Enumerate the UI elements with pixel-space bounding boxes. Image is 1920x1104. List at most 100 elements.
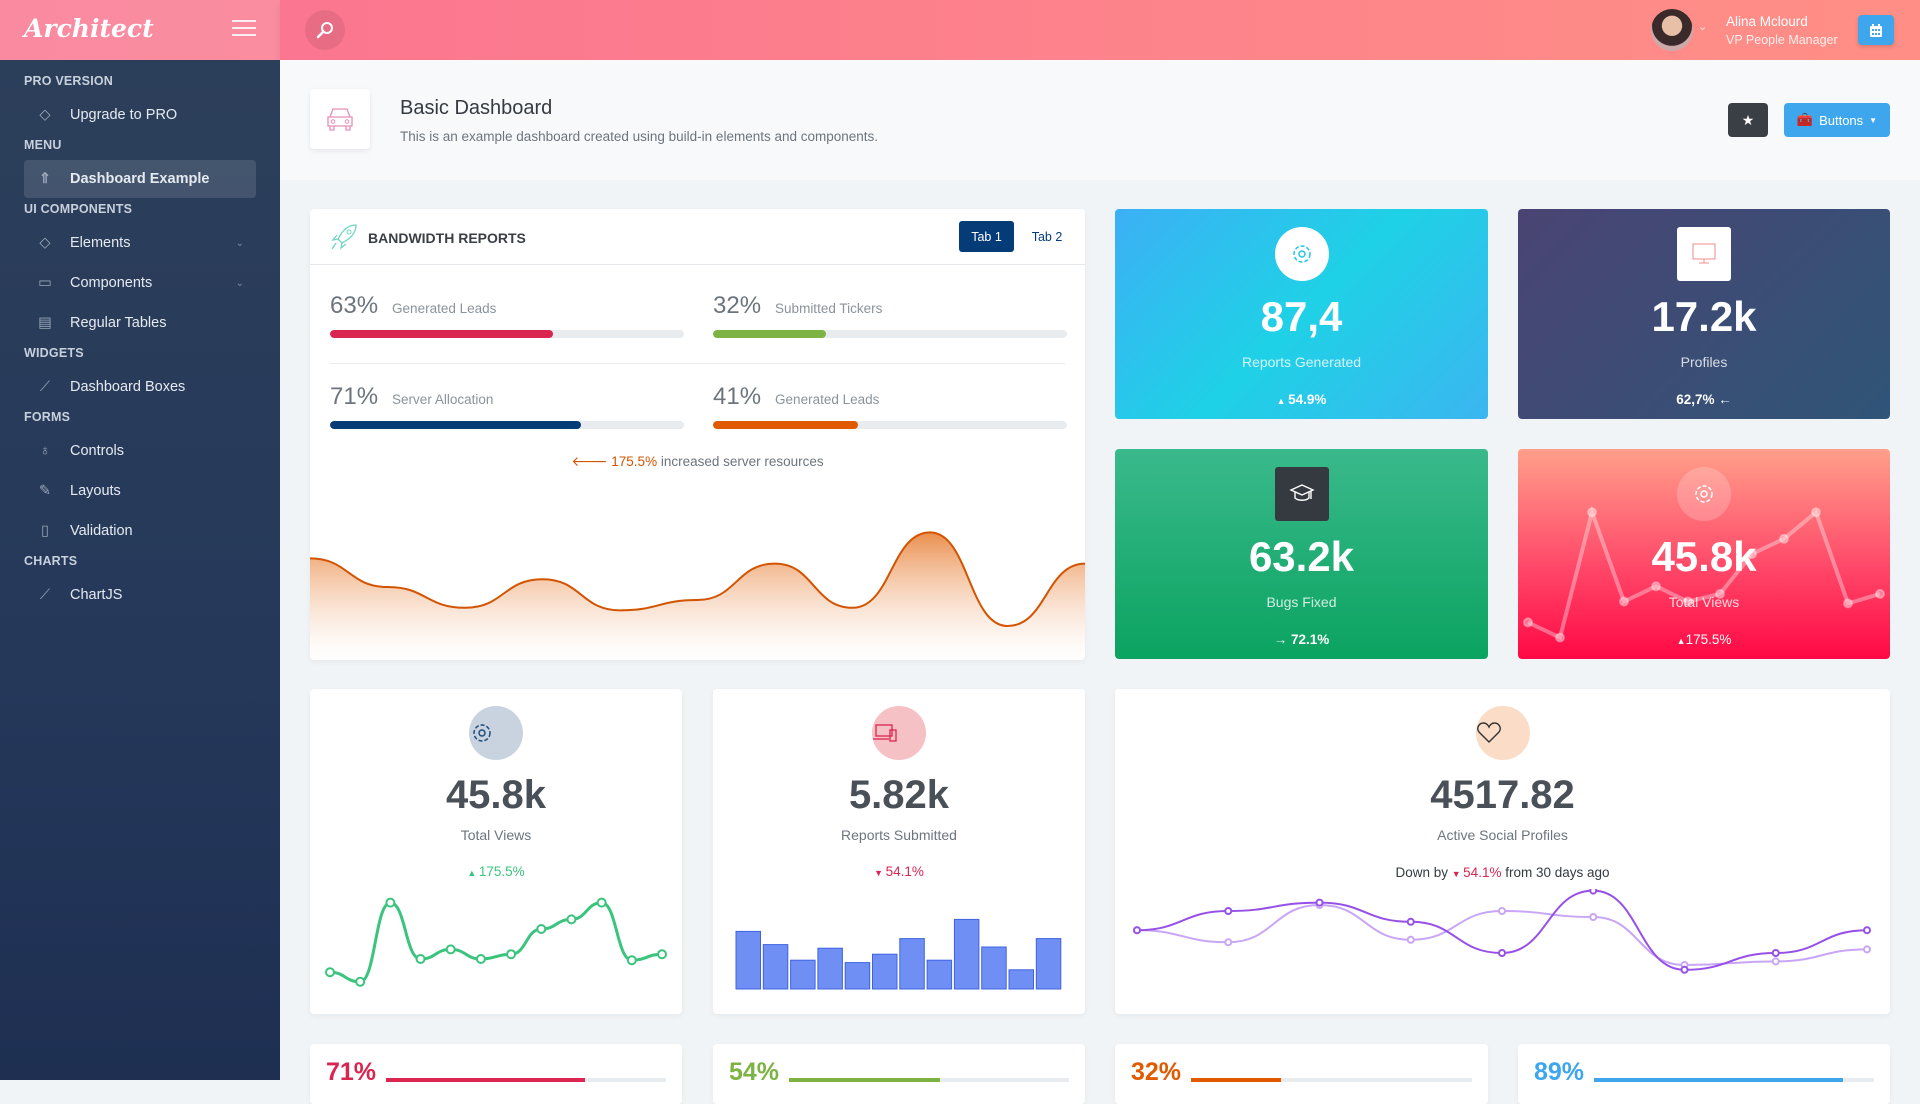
data-point (1747, 549, 1757, 559)
data-point (1619, 596, 1629, 607)
sidebar-item-label: Validation (70, 523, 133, 539)
widget-label: Active Social Profiles (1437, 827, 1568, 843)
arrow-up-icon: ▲ (1276, 396, 1289, 406)
tile-label: Bugs Fixed (1266, 594, 1337, 610)
bar (790, 959, 816, 990)
progress-fill (330, 421, 582, 429)
arrow-up-icon: ▲ (1676, 636, 1686, 646)
search-icon (316, 22, 333, 39)
data-point (1715, 588, 1725, 599)
data-point (657, 949, 667, 960)
monitor-icon (1677, 227, 1731, 281)
sidebar-item-label: Components (70, 275, 153, 291)
data-point (1315, 898, 1324, 907)
bar (844, 962, 871, 990)
sidebar-item-label: Dashboard Example (70, 171, 210, 187)
widget-active-social-profiles: 4517.82 Active Social Profiles Down by ▼… (1115, 689, 1890, 1014)
chevron-down-icon[interactable]: ⌄ (235, 237, 244, 249)
data-point (1589, 913, 1598, 921)
eyedropper-icon: ✎ (38, 483, 52, 499)
diamond-icon: ◇ (39, 235, 51, 251)
data-point (385, 897, 396, 908)
car-icon (310, 89, 370, 149)
widget-change: ▼ 54.1% (713, 864, 1085, 879)
progress-percent: 63% (330, 292, 379, 319)
data-point (596, 897, 607, 908)
sidebar-item-label: Controls (70, 443, 124, 459)
tile-change: ▲175.5% (1518, 632, 1890, 647)
sidebar-item-elements[interactable]: ◇ Elements ⌄ (24, 224, 256, 262)
graduation-cap-icon (1274, 467, 1329, 521)
progress-fill (1594, 1078, 1844, 1082)
caret-down-icon: ▼ (1869, 115, 1878, 125)
progress-percent: 71% (326, 1058, 377, 1086)
data-point (1811, 507, 1821, 518)
page-title: Basic Dashboard (400, 97, 553, 119)
gear-icon (1274, 227, 1329, 281)
car-icon: ▭ (38, 275, 52, 291)
data-point (1555, 632, 1565, 643)
bar (953, 918, 980, 990)
arrow-up-icon: ▲ (467, 868, 479, 878)
search-button[interactable] (305, 10, 345, 50)
progress-fill (789, 1078, 941, 1082)
gear-icon (469, 706, 523, 760)
widget-reports-submitted: 5.82k Reports Submitted ▼ 54.1% (713, 689, 1085, 1014)
bar (872, 953, 898, 990)
sidebar-item-label: Elements (70, 235, 131, 251)
sidebar-item-dashboard-boxes[interactable]: ⟋ Dashboard Boxes (24, 368, 256, 406)
data-point (1498, 949, 1506, 957)
calendar-icon (1870, 23, 1882, 37)
sidebar-section-heading: MENU (24, 138, 62, 152)
data-point (1680, 965, 1689, 974)
page-title-area (280, 60, 1920, 180)
sidebar-item-dashboard-example[interactable]: ⇑ Dashboard Example (24, 160, 256, 198)
graph-icon: ⟋ (39, 587, 51, 603)
progress-bar (330, 421, 684, 429)
buttons-dropdown[interactable]: 🧰 Buttons ▼ (1784, 103, 1890, 137)
area-line (310, 531, 1085, 628)
sidebar-item-upgrade-to-pro[interactable]: ◇ Upgrade to PRO (24, 96, 256, 134)
favorite-button[interactable]: ★ (1728, 103, 1768, 137)
chevron-down-icon[interactable]: ⌄ (235, 277, 244, 289)
chevron-down-icon[interactable]: ⌄ (1698, 21, 1708, 33)
data-point (1224, 907, 1233, 915)
note-value: 175.5% (611, 454, 658, 469)
sidebar-item-label: Dashboard Boxes (70, 379, 186, 395)
logo[interactable]: Architect (24, 14, 154, 43)
sidebar-section-heading: FORMS (24, 410, 71, 424)
tile-change: → 72.1% (1115, 632, 1488, 647)
tile-change: 62,7% ← (1518, 392, 1890, 407)
tile-change: ▲ 54.9% (1115, 392, 1488, 407)
tile-label: Reports Generated (1241, 354, 1362, 370)
data-point (1863, 926, 1871, 935)
sidebar-item-validation[interactable]: ▯ Validation (24, 512, 256, 550)
tab-1[interactable]: Tab 1 (959, 221, 1014, 252)
sidebar-item-regular-tables[interactable]: ▤ Regular Tables (24, 304, 256, 342)
hamburger-menu-icon[interactable] (232, 20, 256, 38)
tile-value: 45.8k (1651, 533, 1757, 580)
data-point (536, 924, 547, 934)
tab-2[interactable]: Tab 2 (1031, 229, 1063, 244)
progress-fill (713, 421, 859, 429)
series-line (1527, 505, 1881, 641)
avatar[interactable] (1651, 9, 1693, 51)
bar (899, 938, 925, 990)
data-point (1875, 588, 1885, 599)
data-point (1406, 935, 1415, 944)
divider (330, 363, 1065, 364)
progress-percent: 41% (713, 383, 762, 410)
change-value: 54.1% (1463, 865, 1502, 880)
data-point (1771, 949, 1780, 957)
progress-generated-leads-2: 41% Generated Leads (713, 383, 1067, 429)
sidebar-item-layouts[interactable]: ✎ Layouts (24, 472, 256, 510)
progress-label: Generated Leads (775, 392, 880, 407)
diamond-icon: ◇ (39, 107, 51, 123)
sidebar-item-chartjs[interactable]: ⟋ ChartJS (24, 576, 256, 614)
calendar-button[interactable] (1858, 15, 1894, 45)
tile-total-views: 45.8k Total Views ▲175.5% (1518, 449, 1890, 659)
bar (735, 930, 761, 990)
progress-fill (713, 330, 827, 338)
sidebar-item-controls[interactable]: ♁ Controls (24, 432, 256, 470)
sidebar-item-components[interactable]: ▭ Components ⌄ (24, 264, 256, 302)
